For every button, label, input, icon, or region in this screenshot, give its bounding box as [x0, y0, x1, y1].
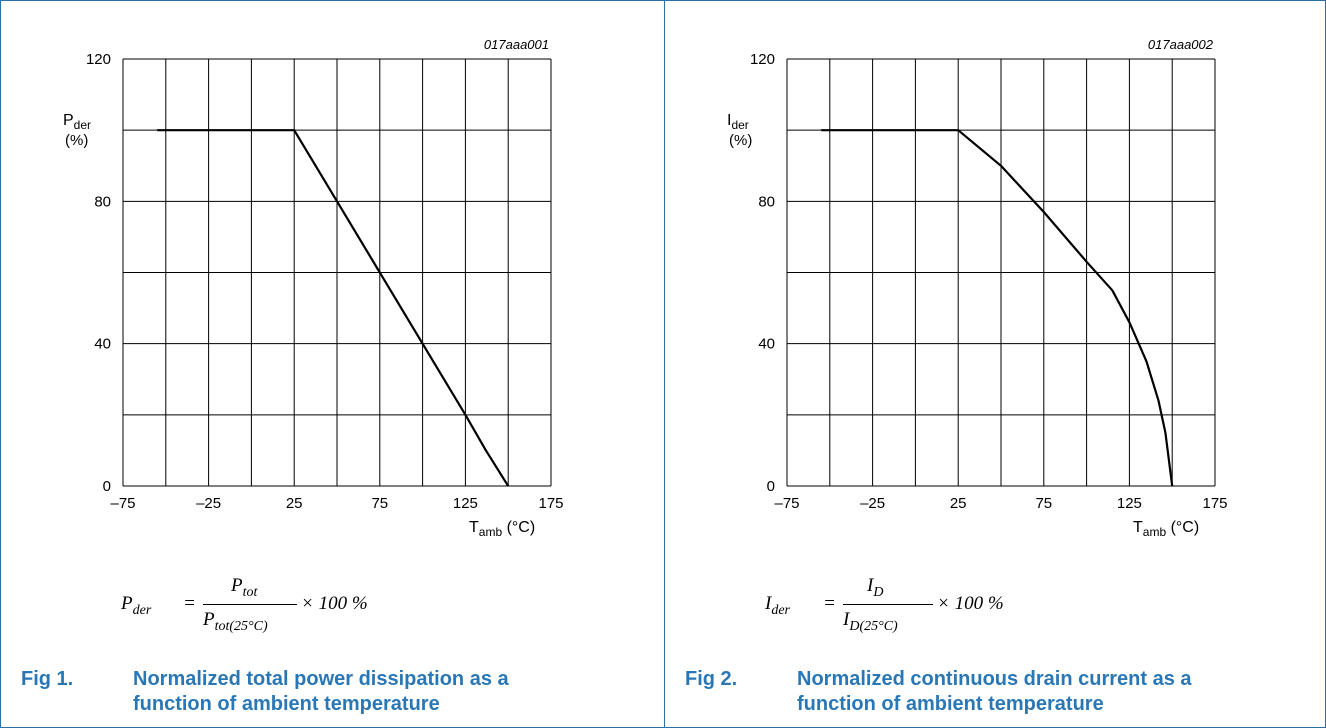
formula-2: Ider = ID ID(25°C) × 100 % [765, 573, 1185, 643]
formula-1-fraction-bar [203, 604, 297, 605]
chart-2-x-tick-label: 25 [950, 495, 967, 512]
figure-caption-1-text: Normalized total power dissipation as a … [133, 668, 509, 715]
chart-1-ticks: 0 40 80 120 –75 –25 25 75 125 175 [86, 51, 564, 512]
formula-2-rhs: × 100 % [937, 593, 1004, 614]
formula-2-denominator: ID(25°C) [843, 609, 898, 634]
chart-1-grid [122, 58, 552, 487]
figure-caption-2-text: Normalized continuous drain current as a… [797, 668, 1192, 715]
chart-1-series-line [157, 129, 510, 487]
formula-2-fraction-bar [843, 604, 933, 605]
chart-2-ylabel: Ider [727, 112, 749, 132]
chart-1-x-tick-label: 75 [371, 495, 388, 512]
chart-1-marks [157, 129, 510, 487]
chart-2-x-tick-label: –25 [860, 495, 885, 512]
chart-1-x-tick-label: 175 [538, 495, 563, 512]
chart-1-x-tick-label: –75 [110, 495, 135, 512]
chart-1-ylabel-unit: (%) [65, 132, 88, 149]
chart-1-xlabel: Tamb (°C) [469, 519, 535, 539]
figure-caption-1-number: Fig 1. [21, 668, 74, 690]
chart-2-x-tick-label: 175 [1202, 495, 1227, 512]
chart-2-ylabel-unit: (%) [729, 132, 752, 149]
formula-1-denominator: Ptot(25°C) [203, 609, 268, 634]
chart-1-y-tick-label: 120 [86, 51, 111, 68]
chart-1-code: 017aaa001 [484, 37, 549, 52]
chart-2-marks [821, 129, 1174, 487]
formula-2-lhs: Ider [765, 593, 790, 618]
formula-1-lhs: Pder [121, 593, 152, 618]
chart-2-x-tick-label: 75 [1035, 495, 1052, 512]
formula-1: Pder = Ptot Ptot(25°C) × 100 % [121, 573, 541, 643]
chart-2-code: 017aaa002 [1148, 37, 1214, 52]
chart-2-xlabel: Tamb (°C) [1133, 519, 1199, 539]
chart-1-y-tick-label: 80 [94, 193, 111, 210]
formula-1-equals: = [183, 593, 196, 614]
formula-2-equals: = [823, 593, 836, 614]
chart-2-y-tick-label: 120 [750, 51, 775, 68]
chart-1-y-tick-label: 0 [103, 478, 111, 495]
chart-2-grid [786, 58, 1216, 487]
figure-panel-1: 0 40 80 120 –75 –25 25 75 125 175 017aaa001 Pder … [1, 1, 663, 727]
figure-caption-2-number: Fig 2. [685, 668, 738, 690]
chart-2-series-line [821, 129, 1174, 487]
chart-2-y-tick-label: 40 [758, 336, 775, 353]
chart-1-y-tick-label: 40 [94, 336, 111, 353]
panel-divider [664, 1, 665, 727]
chart-2-ticks: 0 40 80 120 –75 –25 25 75 125 175 [750, 51, 1228, 512]
chart-1-ylabel: Pder [63, 112, 91, 132]
formula-1-numerator: Ptot [231, 575, 258, 600]
formula-2-numerator: ID [867, 575, 884, 600]
figure-panel-2: 0 40 80 120 –75 –25 25 75 125 175 017aaa002 Ider … [665, 1, 1326, 727]
chart-1-x-tick-label: 125 [453, 495, 478, 512]
chart-2-x-tick-label: 125 [1117, 495, 1142, 512]
chart-2-x-tick-label: –75 [774, 495, 799, 512]
chart-2-y-tick-label: 80 [758, 193, 775, 210]
formula-1-rhs: × 100 % [301, 593, 368, 614]
chart-2-y-tick-label: 0 [767, 478, 775, 495]
chart-1-x-tick-label: 25 [286, 495, 303, 512]
chart-1-x-tick-label: –25 [196, 495, 221, 512]
